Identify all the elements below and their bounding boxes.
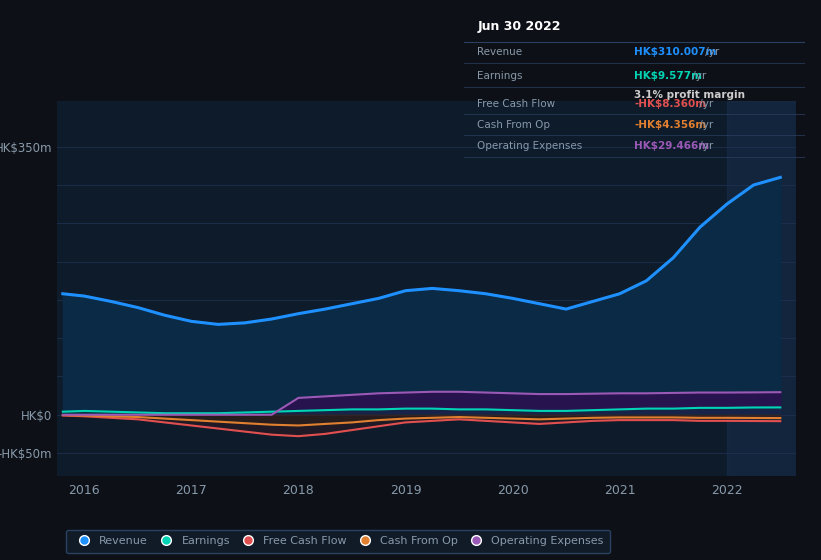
Text: /yr: /yr [695, 99, 713, 109]
Text: /yr: /yr [695, 141, 713, 151]
Text: HK$310.007m: HK$310.007m [635, 47, 717, 57]
Text: Operating Expenses: Operating Expenses [478, 141, 583, 151]
Text: Jun 30 2022: Jun 30 2022 [478, 20, 561, 33]
Text: HK$9.577m: HK$9.577m [635, 72, 702, 81]
Text: -HK$4.356m: -HK$4.356m [635, 120, 707, 130]
Text: /yr: /yr [690, 72, 707, 81]
Text: Revenue: Revenue [478, 47, 523, 57]
Text: Cash From Op: Cash From Op [478, 120, 551, 130]
Text: /yr: /yr [695, 120, 713, 130]
Bar [727, 101, 796, 476]
Text: /yr: /yr [702, 47, 719, 57]
Legend: Revenue, Earnings, Free Cash Flow, Cash From Op, Operating Expenses: Revenue, Earnings, Free Cash Flow, Cash … [66, 530, 611, 553]
Text: Free Cash Flow: Free Cash Flow [478, 99, 556, 109]
Text: Earnings: Earnings [478, 72, 523, 81]
Text: 3.1% profit margin: 3.1% profit margin [635, 90, 745, 100]
Text: -HK$8.360m: -HK$8.360m [635, 99, 706, 109]
Text: HK$29.466m: HK$29.466m [635, 141, 709, 151]
